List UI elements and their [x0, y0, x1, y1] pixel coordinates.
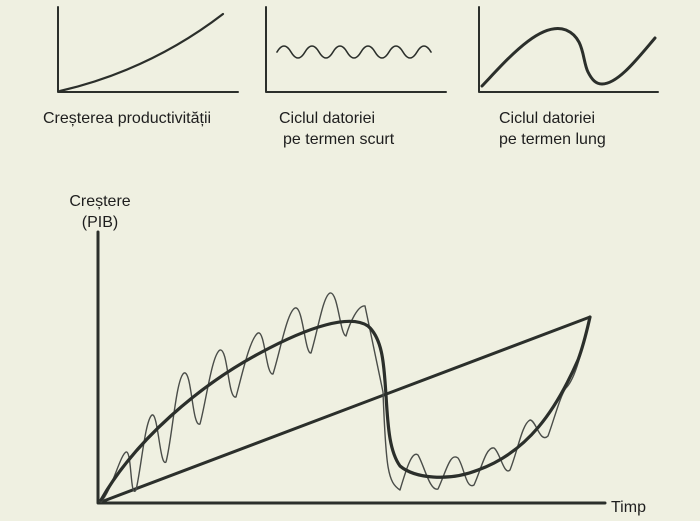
panel-productivity [57, 6, 239, 93]
panel-short-debt-cycle-label-line-2: pe termen scurt [283, 131, 395, 148]
panel-productivity-axes [57, 6, 239, 93]
panel-productivity-curve [58, 12, 225, 93]
panel-long-debt-cycle-curve [480, 27, 657, 88]
panel-productivity-label-line-1: Creșterea productivității [43, 110, 212, 127]
main-diagram [96, 230, 607, 505]
y-axis-label-line-1: Creștere [69, 193, 131, 210]
panel-short-debt-cycle-axes [265, 6, 447, 93]
panel-long-debt-cycle-label-line-1: Ciclul datoriei [499, 110, 596, 127]
y-axis-label: Creștere (PIB) [60, 191, 140, 233]
panel-short-debt-cycle-label-line-1: Ciclul datoriei [279, 110, 376, 127]
x-axis-label: Timp [611, 499, 646, 516]
panel-short-debt-cycle-label: Ciclul datoriei pe termen scurt [279, 108, 394, 150]
productivity-trend-line [99, 315, 592, 504]
main-axes [96, 230, 607, 505]
panel-short-debt-cycle [265, 6, 447, 93]
panel-long-debt-cycle-label: Ciclul datoriei pe termen lung [499, 108, 606, 150]
panel-short-debt-cycle-wave [276, 45, 432, 59]
panel-long-debt-cycle-label-line-2: pe termen lung [499, 131, 606, 148]
panel-productivity-label: Creșterea productivității [43, 108, 211, 129]
y-axis-label-line-2: (PIB) [81, 214, 119, 231]
short-cycle-wave [100, 292, 591, 503]
long-cycle-curve [99, 315, 592, 502]
panel-long-debt-cycle-axes [478, 6, 659, 93]
panel-long-debt-cycle [478, 6, 659, 93]
